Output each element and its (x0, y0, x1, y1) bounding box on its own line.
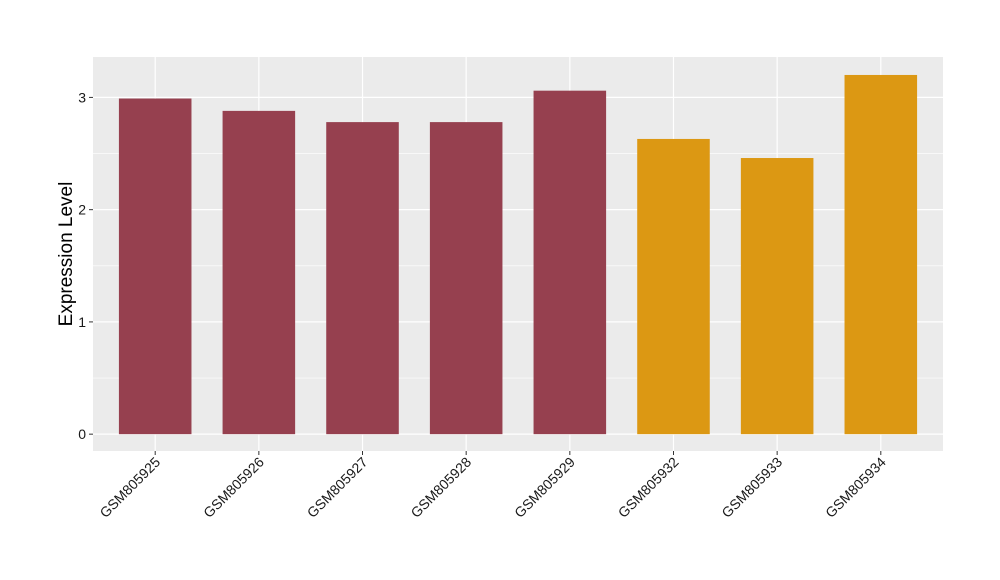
bar-GSM805932 (637, 138, 710, 435)
bar-GSM805926 (222, 110, 296, 435)
x-tick-label-GSM805932: GSM805932 (615, 454, 682, 521)
x-tick-label-GSM805934: GSM805934 (822, 454, 889, 521)
x-tick-label-GSM805933: GSM805933 (718, 454, 785, 521)
y-tick-label: 3 (78, 89, 86, 105)
x-tick-label-GSM805927: GSM805927 (304, 454, 371, 521)
x-axis: GSM805925 GSM805926 GSM805927 GSM805928 GSM8… (96, 451, 889, 521)
y-axis-title: Expression Level (56, 182, 77, 327)
plot-panel (93, 57, 943, 451)
x-tick-label-GSM805925: GSM805925 (96, 454, 163, 521)
y-tick-label: 0 (78, 426, 86, 442)
bar-GSM805929 (533, 90, 607, 435)
bars (118, 74, 918, 435)
bar-GSM805925 (118, 98, 192, 435)
y-tick-label: 2 (78, 202, 86, 218)
x-tick-label-GSM805928: GSM805928 (407, 454, 474, 521)
x-tick-label-GSM805929: GSM805929 (511, 454, 578, 521)
bar-GSM805934 (844, 74, 918, 435)
bar-GSM805933 (740, 158, 814, 435)
bar-GSM805927 (326, 122, 399, 435)
y-tick-label: 1 (78, 314, 86, 330)
y-axis: 0 1 2 3 (78, 89, 93, 442)
bar-GSM805928 (429, 122, 503, 435)
x-tick-label-GSM805926: GSM805926 (200, 454, 267, 521)
